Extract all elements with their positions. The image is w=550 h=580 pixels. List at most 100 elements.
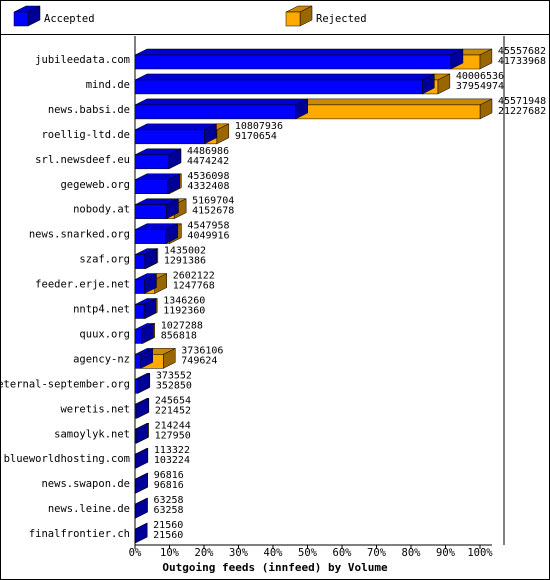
offered-label: 245654	[155, 395, 191, 406]
y-tick-label: srl.newsdeef.eu	[35, 154, 130, 166]
y-tick-label: szaf.org	[79, 254, 130, 266]
y-tick-label: roellig-ltd.de	[41, 129, 130, 141]
y-tick-label: feeder.erje.net	[35, 279, 130, 291]
y-tick-label: samoylyk.net	[54, 428, 130, 440]
accepted-label: 856818	[161, 330, 197, 341]
accepted-segment	[134, 223, 178, 245]
y-tick-label: jubileedata.com	[35, 54, 130, 66]
accepted-label: 4332408	[187, 181, 229, 192]
accepted-segment	[134, 273, 157, 294]
accepted-label: 37954974	[456, 81, 504, 92]
bar-front	[134, 354, 141, 369]
accepted-label: 1291386	[164, 256, 206, 267]
y-tick-label: news.babsi.de	[48, 104, 130, 116]
accepted-label: 21560	[153, 530, 183, 541]
accepted-segment	[134, 372, 150, 394]
accepted-segment	[134, 347, 153, 369]
accepted-segment	[134, 98, 308, 120]
x-tick-label: 20%	[195, 547, 215, 559]
offered-label: 1435002	[164, 246, 206, 257]
y-tick-label: blueworldhosting.com	[4, 453, 130, 465]
legend-label: Rejected	[316, 13, 367, 25]
accepted-segment	[134, 148, 182, 170]
bar-top	[134, 123, 217, 131]
bar-front	[134, 154, 170, 170]
accepted-segment	[134, 397, 149, 419]
bar-front	[134, 279, 145, 294]
legend-entry: Rejected	[285, 5, 367, 27]
offered-label: 373552	[156, 370, 192, 381]
bar-front	[134, 229, 166, 244]
accepted-segment	[134, 447, 149, 469]
x-tick-label: 80%	[402, 547, 422, 559]
legend-label: Accepted	[44, 13, 95, 25]
accepted-label: 96816	[154, 480, 184, 491]
y-tick-label: news.snarked.org	[29, 229, 130, 241]
bar-front	[134, 129, 205, 145]
accepted-label: 221452	[155, 405, 191, 416]
offered-label: 45571948	[498, 96, 546, 107]
accepted-segment	[134, 48, 464, 70]
y-tick-label: quux.org	[79, 328, 130, 340]
y-tick-label: mind.de	[86, 79, 130, 91]
bar-front	[134, 104, 296, 120]
accepted-label: 127950	[155, 430, 191, 441]
offered-label: 63258	[153, 495, 183, 506]
accepted-label: 103224	[154, 455, 190, 466]
offered-label: 10807936	[235, 121, 283, 132]
accepted-label: 4049916	[187, 231, 229, 242]
offered-label: 214244	[155, 420, 191, 431]
accepted-label: 63258	[153, 505, 183, 516]
accepted-segment	[134, 198, 179, 220]
offered-label: 45557682	[498, 46, 546, 57]
bar-front	[134, 329, 142, 344]
offered-label: 21560	[153, 520, 183, 531]
x-tick-label: 0%	[129, 547, 142, 559]
y-tick-label: news.leine.de	[48, 503, 130, 515]
offered-label: 4486986	[187, 146, 229, 157]
bar-top	[134, 98, 308, 106]
bar-front	[134, 254, 146, 269]
legend-entry: Accepted	[13, 5, 95, 27]
accepted-label: 352850	[156, 380, 192, 391]
accepted-label: 41733968	[498, 56, 546, 67]
bar-front	[134, 204, 167, 219]
accepted-label: 1192360	[163, 306, 205, 317]
x-tick-label: 10%	[160, 547, 180, 559]
accepted-segment	[134, 422, 149, 444]
accepted-segment	[134, 472, 148, 494]
offered-label: 1027288	[161, 320, 203, 331]
bar-front	[134, 453, 137, 469]
accepted-label: 9170654	[235, 131, 277, 142]
chart-title: Outgoing feeds (innfeed) by Volume	[162, 561, 388, 574]
accepted-segment	[134, 522, 148, 544]
bar-top	[134, 73, 435, 81]
x-tick-label: 70%	[367, 547, 387, 559]
bar-top	[295, 98, 493, 106]
offered-label: 96816	[154, 470, 184, 481]
offered-label: 4547958	[187, 221, 229, 232]
accepted-label: 21227682	[498, 106, 546, 117]
bar-front	[134, 304, 145, 319]
offered-label: 3736106	[181, 345, 223, 356]
x-tick-label: 90%	[436, 547, 456, 559]
accepted-segment	[134, 173, 181, 195]
offered-label: 1346260	[163, 296, 205, 307]
accepted-segment	[134, 497, 148, 519]
accepted-segment	[134, 298, 157, 319]
y-tick-label: gegeweb.org	[60, 179, 130, 191]
offered-label: 113322	[154, 445, 190, 456]
accepted-label: 4474242	[187, 156, 229, 167]
bar-front	[295, 104, 481, 120]
offered-label: 2602122	[173, 271, 215, 282]
x-tick-label: 100%	[467, 547, 493, 559]
accepted-segment	[134, 323, 154, 344]
bar-front	[13, 11, 29, 27]
offered-label: 40006536	[456, 71, 504, 82]
x-tick-label: 50%	[298, 547, 318, 559]
bar-front	[134, 54, 452, 70]
accepted-label: 1247768	[173, 281, 215, 292]
